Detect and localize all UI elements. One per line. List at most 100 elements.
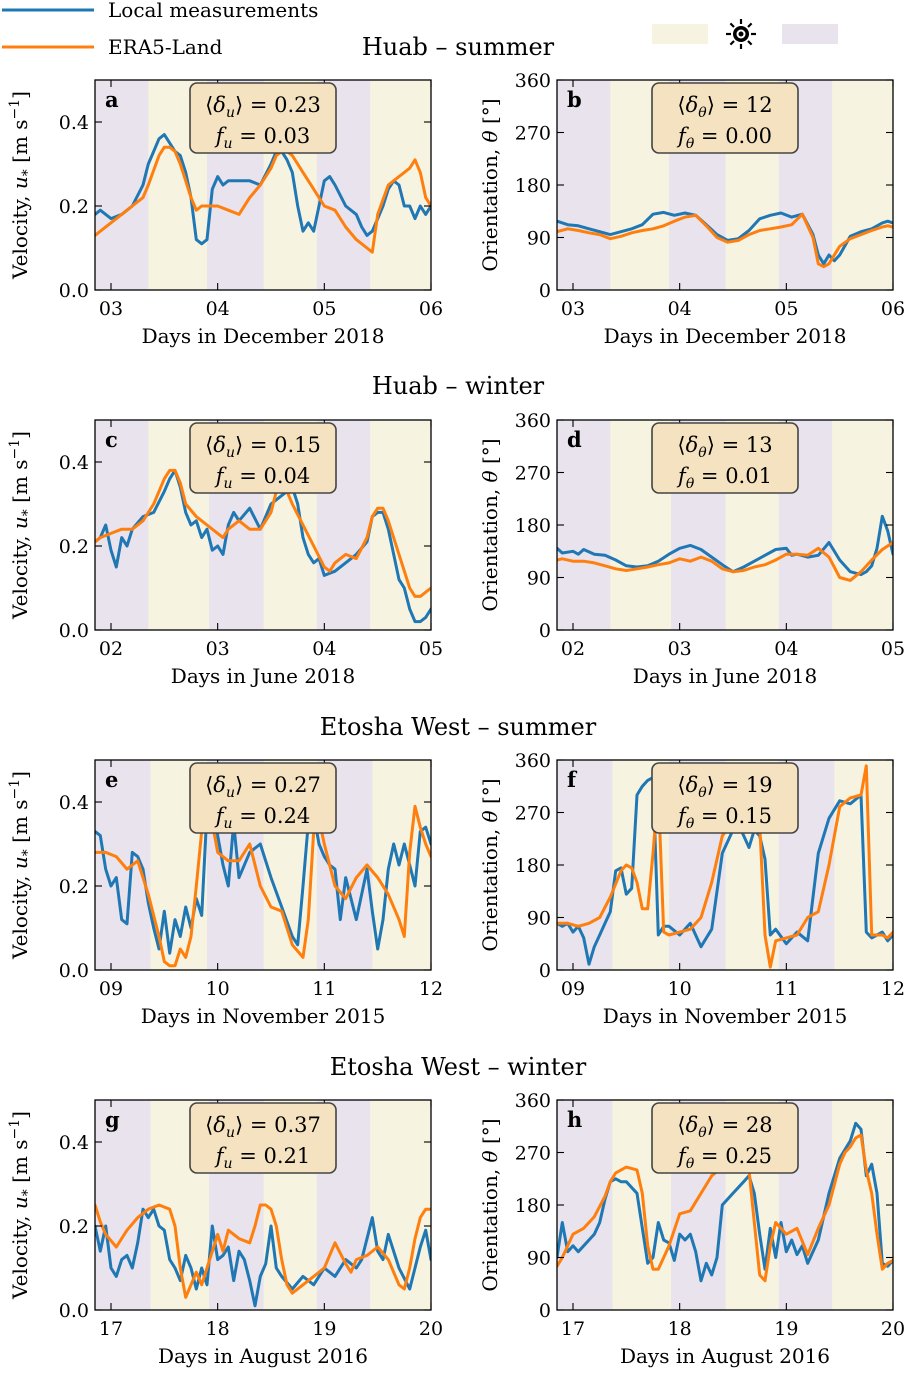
plot-frame — [94, 79, 432, 291]
series-line-era5 — [95, 1203, 431, 1299]
plot-frame — [94, 419, 432, 631]
y-tick-label: 360 — [515, 70, 551, 92]
y-tick-label: 270 — [515, 803, 551, 825]
x-tick-label: 19 — [774, 1318, 798, 1340]
panel-letter: c — [105, 427, 118, 452]
x-axis-label: Days in December 2018 — [142, 324, 385, 348]
stats-box — [651, 762, 799, 834]
y-tick-label: 0.2 — [59, 1216, 89, 1238]
y-tick-label: 360 — [515, 750, 551, 772]
series-line-era5 — [95, 145, 431, 254]
series-line-era5 — [557, 541, 893, 582]
section-title-etosha-summer: Etosha West – summer — [320, 713, 597, 741]
x-tick-label: 20 — [881, 1318, 905, 1340]
x-tick-label: 12 — [419, 978, 443, 1000]
stats-box — [189, 422, 337, 494]
x-tick-label: 10 — [668, 978, 692, 1000]
panel-a: 03 04 05 06 0.0 0.2 0.4 Days in December 2018 Ve… — [7, 79, 443, 348]
legend-label-local: Local measurements — [108, 0, 318, 22]
stat-mean-deviation: ⟨δu⟩ = 0.37 — [205, 1113, 321, 1141]
stat-fraction: fu = 0.03 — [214, 124, 311, 152]
y-tick-label: 180 — [515, 1195, 551, 1217]
y-tick-label: 0 — [539, 960, 551, 982]
x-axis-label: Days in December 2018 — [604, 324, 847, 348]
stats-box — [189, 1102, 337, 1174]
y-tick-label: 0 — [539, 280, 551, 302]
stat-mean-deviation: ⟨δu⟩ = 0.27 — [205, 773, 321, 801]
x-tick-label: 04 — [774, 638, 798, 660]
stats-box — [189, 762, 337, 834]
y-tick-label: 0 — [539, 1300, 551, 1322]
section-title-etosha-winter: Etosha West – winter — [330, 1053, 587, 1081]
x-axis-label: Days in November 2015 — [141, 1004, 386, 1028]
day-swatch — [652, 24, 708, 44]
y-axis-label: Orientation, θ [°] — [478, 438, 502, 611]
x-tick-label: 02 — [561, 638, 585, 660]
x-tick-label: 18 — [206, 1318, 230, 1340]
panel-h: 17 18 19 20 0 90 180 270 360 Days in August 2016 O… — [478, 1090, 905, 1368]
night-band — [95, 80, 149, 290]
panel-d: 02 03 04 05 0 90 180 270 360 Days in June 2018 Ori… — [478, 410, 905, 688]
x-axis-label: Days in June 2018 — [633, 664, 817, 688]
y-tick-label: 0.0 — [59, 620, 89, 642]
y-axis-label: Velocity, u* [m s−1] — [7, 91, 36, 280]
panel-letter: f — [567, 767, 578, 792]
x-tick-label: 17 — [99, 1318, 123, 1340]
panel-letter: d — [567, 427, 582, 452]
y-tick-label: 270 — [515, 1143, 551, 1165]
x-tick-label: 19 — [312, 1318, 336, 1340]
section-title-huab-winter: Huab – winter — [372, 372, 545, 400]
x-tick-label: 03 — [99, 298, 123, 320]
y-tick-label: 0.2 — [59, 876, 89, 898]
night-band — [557, 760, 613, 970]
series-line-local — [557, 210, 893, 266]
x-tick-label: 20 — [419, 1318, 443, 1340]
x-axis-label: Days in November 2015 — [603, 1004, 848, 1028]
stat-fraction: fθ = 0.00 — [676, 124, 772, 152]
stat-fraction: fu = 0.24 — [214, 804, 311, 832]
x-tick-label: 02 — [99, 638, 123, 660]
legend-label-era5: ERA5-Land — [108, 35, 223, 59]
legend: Local measurements ERA5-Land — [2, 0, 318, 59]
x-tick-label: 11 — [312, 978, 336, 1000]
y-tick-label: 180 — [515, 855, 551, 877]
panel-f: 09 10 11 12 0 90 180 270 360 Days in November 201… — [478, 750, 905, 1028]
y-tick-label: 0.4 — [59, 1132, 89, 1154]
series-line-era5 — [557, 212, 893, 269]
y-axis-label: Orientation, θ [°] — [478, 1118, 502, 1291]
y-tick-label: 0.0 — [59, 1300, 89, 1322]
day-night-legend — [652, 19, 874, 49]
panel-letter: b — [567, 87, 582, 112]
y-tick-label: 0.2 — [59, 196, 89, 218]
x-axis-label: Days in August 2016 — [158, 1344, 368, 1368]
night-swatch — [782, 24, 838, 44]
y-axis-label: Velocity, u* [m s−1] — [7, 771, 36, 960]
y-axis-label: Velocity, u* [m s−1] — [7, 1111, 36, 1300]
y-tick-label: 0.0 — [59, 960, 89, 982]
x-tick-label: 04 — [206, 298, 230, 320]
x-tick-label: 12 — [881, 978, 905, 1000]
y-tick-label: 0.4 — [59, 112, 89, 134]
y-axis-label: Orientation, θ [°] — [478, 778, 502, 951]
night-band — [95, 420, 149, 630]
panel-e: 09 10 11 12 0.0 0.2 0.4 Days in November 2015 Ve… — [7, 759, 443, 1028]
x-tick-label: 05 — [881, 638, 905, 660]
night-band — [557, 80, 611, 290]
y-tick-label: 360 — [515, 1090, 551, 1112]
stat-mean-deviation: ⟨δθ⟩ = 19 — [677, 773, 772, 801]
x-tick-label: 05 — [419, 638, 443, 660]
x-tick-label: 03 — [668, 638, 692, 660]
stat-fraction: fu = 0.04 — [214, 464, 311, 492]
x-tick-label: 11 — [774, 978, 798, 1000]
stats-box — [651, 1102, 799, 1174]
x-tick-label: 03 — [561, 298, 585, 320]
section-title-huab-summer: Huab – summer — [362, 33, 555, 61]
stat-mean-deviation: ⟨δθ⟩ = 12 — [677, 93, 772, 121]
y-axis-label: Orientation, θ [°] — [478, 98, 502, 271]
x-tick-label: 18 — [668, 1318, 692, 1340]
panel-g: 17 18 19 20 0.0 0.2 0.4 Days in August 2016 Velo… — [7, 1099, 443, 1368]
y-tick-label: 180 — [515, 515, 551, 537]
y-tick-label: 90 — [527, 1248, 551, 1270]
y-tick-label: 360 — [515, 410, 551, 432]
stat-fraction: fθ = 0.25 — [676, 1144, 772, 1172]
